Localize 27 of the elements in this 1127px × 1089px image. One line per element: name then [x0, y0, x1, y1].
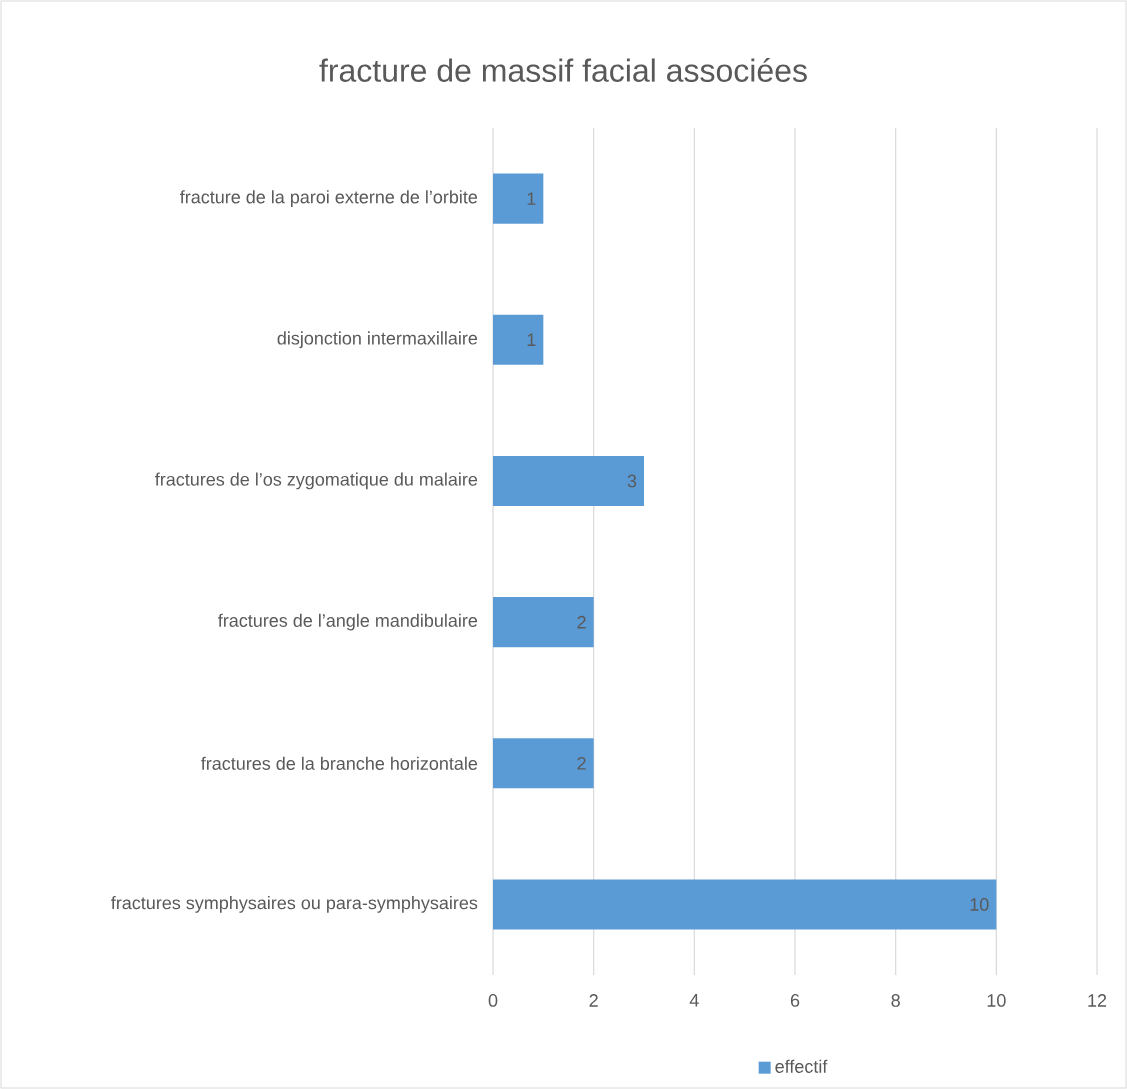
x-tick-label: 6 — [790, 994, 800, 1007]
x-tick-label: 12 — [1088, 994, 1107, 1007]
y-tick-label: fractures de la branche horizontale — [201, 756, 478, 770]
bar — [493, 879, 997, 930]
data-label: 3 — [627, 474, 637, 488]
y-tick-label: fractures de l’os zygomatique du malaire — [155, 472, 478, 490]
bar — [493, 314, 544, 365]
x-tick-label: 2 — [589, 994, 598, 1007]
data-label: 10 — [970, 898, 989, 911]
data-label: 2 — [577, 615, 586, 629]
data-label: 1 — [527, 333, 536, 346]
legend-label: effectif — [775, 1059, 828, 1073]
x-tick-label: 0 — [488, 994, 498, 1007]
chart-title: fracture de massif facial associées — [319, 58, 807, 82]
bar — [493, 738, 594, 789]
y-tick-label: fractures symphysaires ou para-symphysaires — [111, 896, 478, 913]
x-tick-label: 10 — [987, 994, 1006, 1007]
x-tick-label: 4 — [689, 994, 699, 1007]
y-tick-label: fracture de la paroi externe de l’orbite — [180, 190, 478, 207]
x-tick-label: 8 — [891, 994, 900, 1007]
bar — [493, 455, 645, 506]
data-label: 1 — [527, 192, 536, 205]
data-label: 2 — [577, 756, 586, 770]
y-tick-label: disjonction intermaxillaire — [277, 331, 478, 349]
y-tick-label: fractures de l’angle mandibulaire — [218, 613, 478, 631]
bar — [493, 173, 544, 224]
bar — [493, 597, 594, 648]
